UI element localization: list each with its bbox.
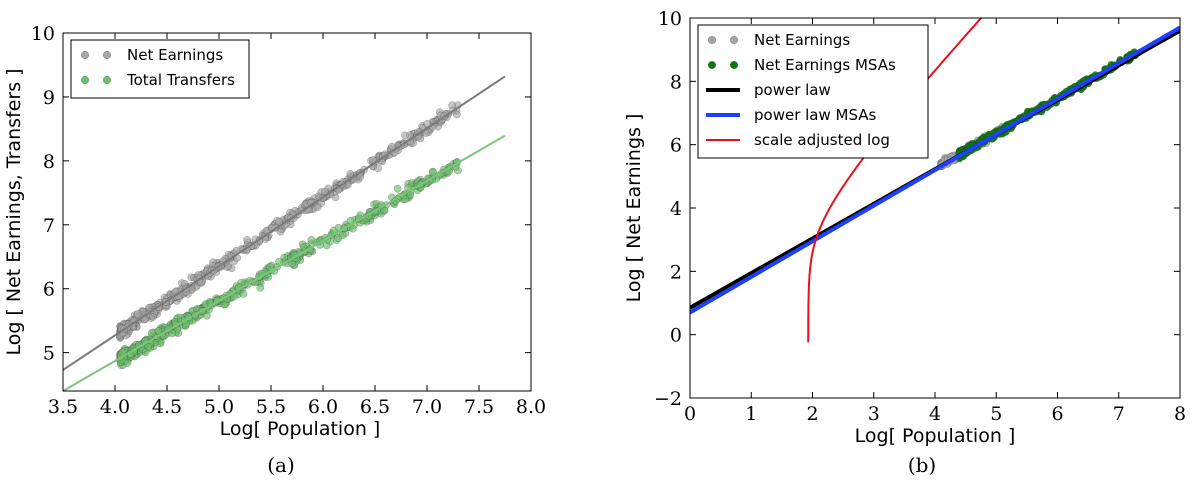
scatter-point	[123, 359, 132, 367]
legend-marker	[707, 60, 717, 70]
legend-box	[70, 39, 250, 99]
legend-entry: Net Earnings	[80, 46, 223, 64]
x-tick-label: 4.0	[100, 396, 130, 418]
scatter-point	[428, 168, 437, 177]
legend-label: Total Transfers	[126, 71, 235, 89]
x-tick-label: 2	[806, 403, 818, 425]
legend: Net Earnings Total Transfers	[70, 39, 250, 99]
scatter-point	[149, 312, 157, 321]
scatter-point	[380, 206, 389, 215]
scatter-point	[334, 234, 342, 242]
y-tick-label: 4	[670, 198, 682, 220]
y-tick-label: 8	[670, 71, 682, 93]
legend-label: Net Earnings MSAs	[754, 56, 896, 74]
y-tick-label: 10	[658, 8, 682, 30]
legend-label: scale adjusted log	[754, 131, 890, 149]
fit-line	[63, 134, 506, 391]
x-tick-label: 1	[745, 403, 757, 425]
legend-marker	[102, 75, 112, 85]
series-power-law-msas	[690, 25, 1180, 315]
series-total-transfers	[63, 134, 506, 391]
x-tick-label: 7	[1113, 403, 1125, 425]
plot-area	[690, 18, 1180, 343]
y-tick-label: 6	[670, 135, 682, 157]
y-tick-label: −2	[654, 388, 682, 410]
legend-entry: Net Earnings MSAs	[707, 56, 896, 74]
legend: Net Earnings Net Earnings MSAs power law po…	[697, 24, 929, 159]
legend-marker	[707, 35, 717, 45]
scatter-point	[313, 203, 322, 212]
panel-caption: (b)	[908, 453, 936, 477]
x-tick-label: 7.5	[464, 396, 494, 418]
y-tick-label: 2	[670, 261, 682, 283]
scatter-point	[348, 224, 357, 233]
x-tick-label: 8.0	[516, 396, 546, 418]
x-tick-label: 5.5	[256, 396, 286, 418]
scatter-point	[239, 290, 248, 298]
legend-label: power law MSAs	[754, 106, 877, 124]
fit-line	[63, 75, 506, 371]
scatter-point	[374, 164, 382, 173]
x-tick-label: 5.0	[204, 396, 234, 418]
y-tick-label: 7	[43, 215, 55, 237]
legend-entry: Net Earnings	[707, 31, 850, 49]
scatter-point	[147, 328, 156, 337]
scatter-point	[388, 142, 396, 151]
scatter-point	[401, 131, 409, 140]
x-tick-label: 6.0	[308, 396, 338, 418]
legend-entry: power law MSAs	[706, 106, 877, 124]
scatter-point	[401, 195, 410, 204]
x-axis-label: Log[ Population ]	[855, 425, 1016, 447]
panel-caption: (a)	[267, 453, 295, 477]
plot-area	[63, 75, 506, 391]
legend-marker	[102, 50, 112, 60]
legend-entry: Total Transfers	[80, 71, 235, 89]
legend-label: power law	[754, 81, 831, 99]
x-tick-label: 4.5	[152, 396, 182, 418]
scatter-point	[288, 259, 297, 268]
scale-adjusted-log-curve	[807, 18, 983, 343]
x-tick-label: 7.0	[412, 396, 442, 418]
x-tick-label: 6.5	[360, 396, 390, 418]
x-tick-label: 4	[929, 403, 941, 425]
x-tick-label: 5	[990, 403, 1002, 425]
scatter-point	[256, 283, 265, 292]
legend-entry: power law	[706, 81, 831, 99]
x-tick-label: 0	[684, 403, 696, 425]
x-tick-label: 8	[1174, 403, 1186, 425]
series-scale-adjusted-log	[807, 18, 983, 343]
x-tick-label: 3.5	[48, 396, 78, 418]
scatter-point	[393, 184, 402, 193]
y-tick-label: 6	[43, 279, 55, 301]
scatter-point	[243, 236, 251, 244]
y-tick-label: 9	[43, 87, 55, 109]
y-tick-label: 5	[43, 343, 55, 365]
y-axis-label: Log [ Net Earnings, Transfers ]	[3, 68, 25, 355]
y-tick-label: 8	[43, 151, 55, 173]
legend-entry: scale adjusted log	[706, 131, 890, 149]
power-law-line	[690, 25, 1180, 315]
y-tick-label: 10	[31, 23, 55, 45]
x-tick-label: 3	[868, 403, 880, 425]
y-axis-label: Log [ Net Earnings ]	[623, 114, 645, 303]
legend-label: Net Earnings	[127, 46, 223, 64]
legend-marker	[729, 60, 739, 70]
panel-a: 3.5 4.0 4.5 5.0 5.5 6.0 6.5 7.0 7.5 8.0 5 6 7 8 9 10 Log…	[3, 23, 546, 477]
x-axis-label: Log[ Population ]	[220, 418, 381, 440]
scatter-point	[406, 191, 415, 200]
legend-label: Net Earnings	[754, 31, 850, 49]
legend-marker	[80, 75, 90, 85]
scatter-point	[141, 348, 150, 357]
legend-marker	[729, 35, 739, 45]
legend-marker	[80, 50, 90, 60]
x-tick-label: 6	[1051, 403, 1063, 425]
scatter-point	[307, 235, 316, 244]
axes-frame	[62, 32, 532, 392]
y-tick-label: 0	[670, 325, 682, 347]
scatter-point	[133, 310, 142, 318]
series-net-earnings	[63, 75, 506, 371]
